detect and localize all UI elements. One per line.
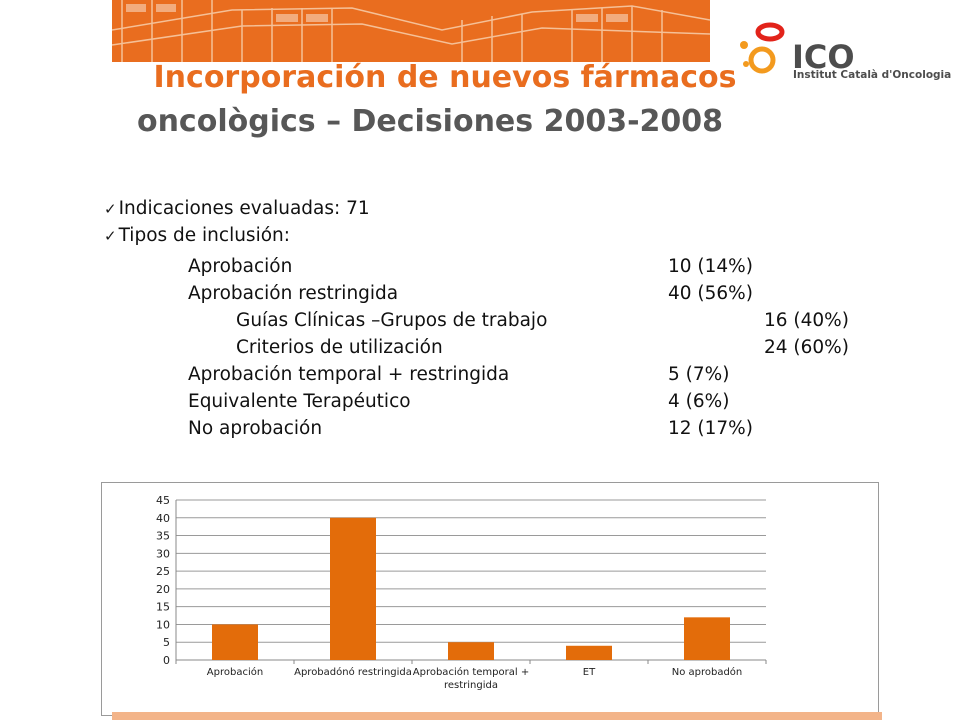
y-tick-label: 10 — [156, 618, 170, 631]
logo-name: ICO — [792, 38, 855, 76]
title-line-1: Incorporación de nuevos fármacos — [153, 60, 737, 95]
checkmark-icon: ✓ — [104, 227, 117, 245]
item-value: 4 (6%) — [668, 391, 730, 412]
x-tick-label: No aprobadón — [672, 666, 743, 678]
item-label: Aprobación restringida — [188, 283, 399, 304]
y-tick-label: 40 — [156, 512, 170, 525]
title-line-2: oncològics – Decisiones 2003-2008 — [136, 104, 724, 139]
bar — [448, 642, 494, 660]
y-tick-label: 25 — [156, 565, 170, 578]
item-label: Aprobación temporal + restringida — [188, 364, 510, 385]
bar — [566, 645, 612, 660]
subitem-value: 24 (60%) — [764, 337, 849, 358]
x-tick-label: Aprobadónó restringida — [294, 666, 412, 678]
item-value: 10 (14%) — [668, 256, 753, 277]
subitem-value: 16 (40%) — [764, 310, 849, 331]
y-tick-label: 45 — [156, 494, 170, 507]
item-value: 5 (7%) — [668, 364, 730, 385]
y-tick-label: 20 — [156, 583, 170, 596]
types-line: ✓ Tipos de inclusión: — [104, 223, 290, 249]
item-value: 12 (17%) — [668, 418, 753, 439]
item-label: Equivalente Terapéutico — [188, 391, 411, 412]
ico-logo-mark-icon — [740, 22, 785, 74]
evaluated-line: ✓ Indicaciones evaluadas: 71 — [104, 196, 370, 222]
item-value: 40 (56%) — [668, 283, 753, 304]
y-tick-label: 0 — [163, 654, 170, 667]
page-title: Incorporación de nuevos fármacos oncològ… — [0, 56, 860, 144]
y-tick-label: 35 — [156, 530, 170, 543]
bar — [330, 517, 376, 660]
y-tick-label: 15 — [156, 601, 170, 614]
bar-chart: 0 5 10 15 20 25 30 35 40 45 Aprobación Aprobadónó r… — [156, 494, 767, 691]
evaluated-label: Indicaciones evaluadas: 71 — [118, 198, 370, 219]
x-tick-label: Aprobación temporal + — [413, 666, 529, 678]
bar — [212, 624, 258, 660]
bar-chart-frame: 0 5 10 15 20 25 30 35 40 45 Aprobación Aprobadónó r… — [101, 482, 879, 716]
logo-subtitle: Institut Català d'Oncologia — [793, 69, 952, 81]
checkmark-icon: ✓ — [104, 200, 117, 218]
ico-logo: ICO Institut Català d'Oncologia — [736, 12, 951, 92]
x-tick-label: ET — [583, 667, 596, 678]
subitem-label: Criterios de utilización — [236, 337, 443, 358]
footer-strip — [112, 712, 882, 720]
y-tick-label: 5 — [163, 636, 170, 649]
bar — [684, 617, 730, 660]
x-tick-label: restringida — [444, 680, 498, 691]
header-banner-image — [112, 0, 710, 62]
subitem-label: Guías Clínicas –Grupos de trabajo — [236, 310, 548, 331]
x-tick-label: Aprobación — [207, 666, 263, 678]
y-tick-label: 30 — [156, 547, 170, 560]
item-label: No aprobación — [188, 418, 323, 439]
item-label: Aprobación — [188, 256, 293, 277]
types-label: Tipos de inclusión: — [118, 225, 290, 246]
